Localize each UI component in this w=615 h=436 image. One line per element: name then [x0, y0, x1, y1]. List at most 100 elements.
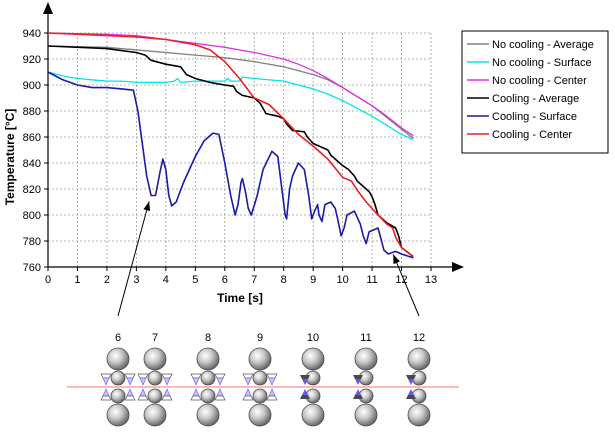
spray-icon — [163, 388, 171, 397]
x-tick-label: 11 — [366, 274, 377, 286]
nozzle-icon — [242, 395, 254, 401]
roller-icon — [200, 388, 216, 404]
y-tick-label: 760 — [23, 262, 41, 274]
roller-icon — [301, 347, 325, 371]
spray-icon — [302, 379, 308, 385]
nozzle-icon — [137, 373, 149, 379]
callout-arrows — [117, 201, 420, 317]
x-tick-label: 8 — [281, 274, 287, 286]
roller-icon — [354, 403, 378, 427]
y-tick-label: 860 — [23, 132, 41, 144]
nozzle-icon — [266, 373, 278, 379]
x-tick-label: 3 — [133, 274, 139, 286]
nozzle-icon — [190, 395, 202, 401]
spray-icon — [139, 377, 147, 386]
callout-arrow-12 — [392, 254, 420, 317]
spray-icon — [244, 388, 252, 397]
spray-icon — [126, 388, 134, 397]
roller-icon — [248, 403, 272, 427]
y-tick-label: 920 — [23, 54, 41, 66]
nozzle-icon — [242, 373, 254, 379]
series-line-cooling-average — [47, 45, 414, 258]
nozzle-icon — [353, 395, 363, 399]
x-tick-label: 7 — [251, 274, 257, 286]
callout-arrow-6-head — [143, 201, 151, 212]
spray-icon — [216, 388, 224, 397]
nozzle-icon — [300, 395, 310, 399]
x-tick-label: 9 — [310, 274, 316, 286]
roller-icon — [110, 370, 126, 386]
spray-icon — [244, 377, 252, 386]
roller-icon — [147, 388, 163, 404]
step-label-12: 12 — [413, 332, 425, 344]
y-tick-label: 900 — [23, 80, 41, 92]
nozzle-icon — [124, 373, 136, 379]
nozzle-icon — [124, 395, 136, 401]
spray-icon — [302, 389, 308, 395]
roller-icon — [106, 403, 130, 427]
spray-icon — [139, 388, 147, 397]
nozzle-icon — [406, 375, 416, 379]
roller-icon — [248, 347, 272, 371]
roller-icon — [301, 403, 325, 427]
spray-icon — [268, 377, 276, 386]
roller-icon — [143, 347, 167, 371]
series-line-cooling-center — [47, 32, 414, 258]
legend-label: Cooling - Surface — [492, 111, 577, 123]
y-tick-label: 940 — [23, 28, 41, 40]
nozzle-icon — [161, 373, 173, 379]
spray-icon — [408, 379, 414, 385]
series-line-cooling-surface — [47, 71, 414, 259]
y-tick-label: 820 — [23, 184, 41, 196]
spray-icon — [355, 389, 361, 395]
x-tick-label: 2 — [104, 274, 110, 286]
y-tick-label: 800 — [23, 210, 41, 222]
spray-icon — [216, 377, 224, 386]
step-label-8: 8 — [205, 332, 211, 344]
spray-icon — [355, 379, 361, 385]
roller-icon — [354, 347, 378, 371]
roller-icon — [407, 347, 431, 371]
legend-label: Cooling - Center — [492, 129, 572, 141]
legend-label: No cooling - Surface — [492, 57, 592, 69]
x-tick-label: 4 — [163, 274, 169, 286]
x-tick-label: 13 — [425, 274, 437, 286]
roller-icon — [110, 388, 126, 404]
x-tick-label: 6 — [222, 274, 228, 286]
series-lines — [47, 32, 414, 259]
y-axis-label: Temperature [°C] — [3, 109, 17, 206]
roller-icon — [252, 370, 268, 386]
nozzle-icon — [100, 395, 112, 401]
nozzle-icon — [214, 395, 226, 401]
spray-icon — [192, 388, 200, 397]
roller-icon — [106, 347, 130, 371]
callout-arrow-12-head — [393, 254, 400, 265]
spray-icon — [163, 377, 171, 386]
y-axis-arrowhead — [43, 2, 53, 14]
nozzle-icon — [300, 375, 310, 379]
spray-icon — [192, 377, 200, 386]
legend-label: No cooling - Center — [492, 75, 587, 87]
roller-icon — [407, 403, 431, 427]
y-tick-label: 840 — [23, 158, 41, 170]
step-label-7: 7 — [152, 332, 158, 344]
series-line-no-cooling-surface — [47, 71, 414, 141]
spray-icon — [408, 389, 414, 395]
x-tick-label: 10 — [336, 274, 348, 286]
x-axis-label: Time [s] — [217, 291, 263, 305]
legend-label: Cooling - Average — [492, 93, 579, 105]
roller-schematic: 6 7 8 9 10 11 12 — [67, 332, 459, 427]
roller-icon — [200, 370, 216, 386]
step-label-11: 11 — [360, 332, 371, 344]
x-tick-label: 1 — [74, 274, 80, 286]
tick-labels: 0 1 2 3 4 5 6 7 8 9 10 11 12 137607808008208408608809… — [23, 28, 437, 286]
series-line-no-cooling-average — [47, 45, 414, 139]
nozzle-icon — [353, 375, 363, 379]
y-tick-label: 880 — [23, 106, 41, 118]
x-tick-label: 12 — [395, 274, 407, 286]
grid — [48, 32, 432, 267]
roller-icon — [147, 370, 163, 386]
spray-icon — [102, 388, 110, 397]
